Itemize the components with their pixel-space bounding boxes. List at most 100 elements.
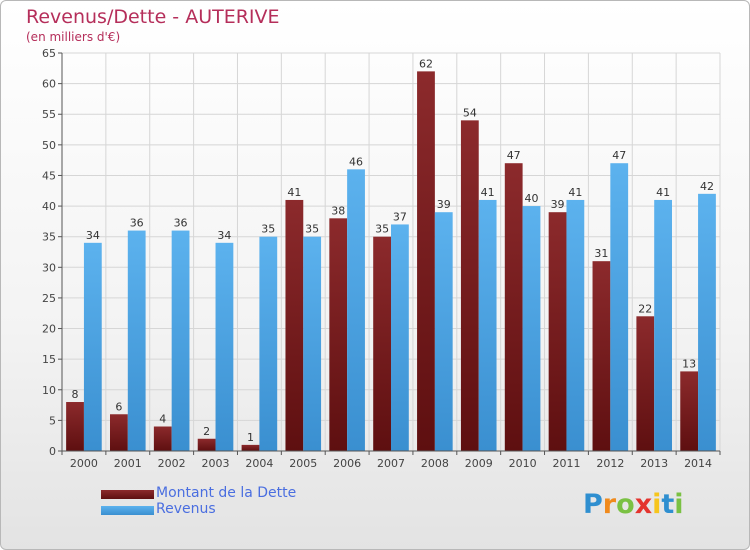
- bar-revenus: [83, 242, 102, 451]
- bar-dette: [417, 71, 435, 451]
- data-label-dette: 39: [551, 198, 565, 211]
- data-label-dette: 41: [287, 186, 301, 199]
- bar-revenus: [215, 242, 234, 451]
- x-tick-label: 2004: [245, 457, 273, 470]
- legend-label-revenus: Revenus: [156, 501, 216, 517]
- data-label-revenus: 34: [217, 229, 231, 242]
- y-tick-label: 45: [42, 169, 56, 182]
- x-tick-label: 2002: [158, 457, 186, 470]
- data-label-revenus: 35: [305, 223, 319, 236]
- bar-revenus: [259, 236, 278, 451]
- x-tick-label: 2009: [465, 457, 493, 470]
- data-label-dette: 62: [419, 57, 433, 70]
- bar-revenus: [654, 199, 672, 451]
- bar-dette: [373, 236, 391, 451]
- bar-revenus: [127, 230, 146, 451]
- data-label-dette: 13: [682, 357, 696, 370]
- bar-dette: [241, 444, 260, 451]
- axes: 0 5 10 15 20 25 30 35 40 45 50 55 60 65 2000 2001 2002 20…: [42, 47, 721, 470]
- data-label-dette: 54: [463, 106, 477, 119]
- y-tick-label: 5: [49, 414, 56, 427]
- proxiti-logo: Proxiti: [583, 489, 684, 521]
- x-tick-label: 2012: [596, 457, 624, 470]
- x-tick-label: 2005: [289, 457, 317, 470]
- data-label-dette: 38: [331, 204, 345, 217]
- y-tick-label: 60: [42, 78, 56, 91]
- bar-revenus: [478, 199, 497, 451]
- y-tick-label: 0: [49, 445, 56, 458]
- chart-title: Revenus/Dette - AUTERIVE: [26, 6, 280, 28]
- x-tick-label: 2000: [70, 457, 98, 470]
- bar-revenus: [610, 163, 629, 451]
- legend-label-dette: Montant de la Dette: [156, 485, 297, 501]
- bar-dette: [592, 261, 611, 451]
- bar-revenus: [434, 212, 453, 451]
- bar-dette: [110, 414, 128, 451]
- y-tick-label: 20: [42, 323, 56, 336]
- data-label-revenus: 39: [437, 198, 451, 211]
- bar-revenus: [303, 236, 322, 451]
- legend-swatch-revenus: [101, 506, 154, 515]
- x-tick-label: 2006: [333, 457, 361, 470]
- bar-revenus: [171, 230, 190, 451]
- bar-dette: [460, 120, 479, 451]
- data-label-revenus: 40: [525, 192, 539, 205]
- x-tick-label: 2010: [509, 457, 537, 470]
- chart-subtitle: (en milliers d'€): [26, 30, 121, 44]
- legend-swatch-dette: [101, 490, 154, 499]
- bar-dette: [636, 316, 655, 451]
- logo-letter: t: [661, 489, 675, 520]
- bars: [66, 71, 716, 452]
- x-tick-label: 2014: [684, 457, 712, 470]
- bar-revenus: [698, 193, 716, 452]
- logo-letter: x: [634, 489, 653, 520]
- data-label-revenus: 42: [700, 180, 714, 193]
- y-tick-label: 50: [42, 139, 56, 152]
- data-labels: 8 34 6 36 4 36 2 34 1 35 41 35 38 46 35 37 62 39 54 41 47 40 3…: [72, 57, 714, 444]
- data-label-revenus: 35: [261, 223, 275, 236]
- bar-dette: [197, 438, 216, 451]
- logo-letter: r: [602, 489, 617, 520]
- x-tick-label: 2003: [202, 457, 230, 470]
- bar-revenus: [347, 169, 365, 452]
- y-tick-label: 30: [42, 261, 56, 274]
- data-label-revenus: 41: [656, 186, 670, 199]
- y-tick-label: 35: [42, 231, 56, 244]
- bar-dette: [504, 163, 523, 451]
- data-label-revenus: 37: [393, 210, 407, 223]
- y-tick-label: 55: [42, 108, 56, 121]
- bar-dette: [329, 218, 348, 451]
- data-label-dette: 47: [507, 149, 521, 162]
- data-label-revenus: 47: [612, 149, 626, 162]
- data-label-dette: 4: [159, 413, 166, 426]
- data-label-revenus: 41: [481, 186, 495, 199]
- y-tick-label: 10: [42, 384, 56, 397]
- bar-revenus: [391, 224, 409, 451]
- data-label-revenus: 41: [568, 186, 582, 199]
- y-tick-label: 65: [42, 47, 56, 60]
- x-tick-label: 2011: [552, 457, 580, 470]
- x-tick-label: 2007: [377, 457, 405, 470]
- y-tick-label: 40: [42, 200, 56, 213]
- logo-letter: o: [616, 489, 635, 520]
- data-label-revenus: 36: [174, 217, 188, 230]
- logo-letter: i: [652, 489, 662, 520]
- data-label-dette: 1: [247, 431, 254, 444]
- data-label-dette: 2: [203, 425, 210, 438]
- bar-dette: [680, 371, 699, 451]
- bar-revenus: [522, 206, 541, 451]
- logo-letter: P: [583, 489, 603, 520]
- x-tick-label: 2001: [114, 457, 142, 470]
- bar-dette: [66, 402, 84, 451]
- data-label-dette: 8: [72, 388, 79, 401]
- data-label-dette: 35: [375, 223, 389, 236]
- data-label-revenus: 46: [349, 155, 363, 168]
- y-tick-label: 15: [42, 353, 56, 366]
- bar-dette: [548, 212, 567, 451]
- data-label-revenus: 34: [86, 229, 100, 242]
- data-label-dette: 31: [594, 247, 608, 260]
- data-label-revenus: 36: [130, 217, 144, 230]
- x-tick-label: 2008: [421, 457, 449, 470]
